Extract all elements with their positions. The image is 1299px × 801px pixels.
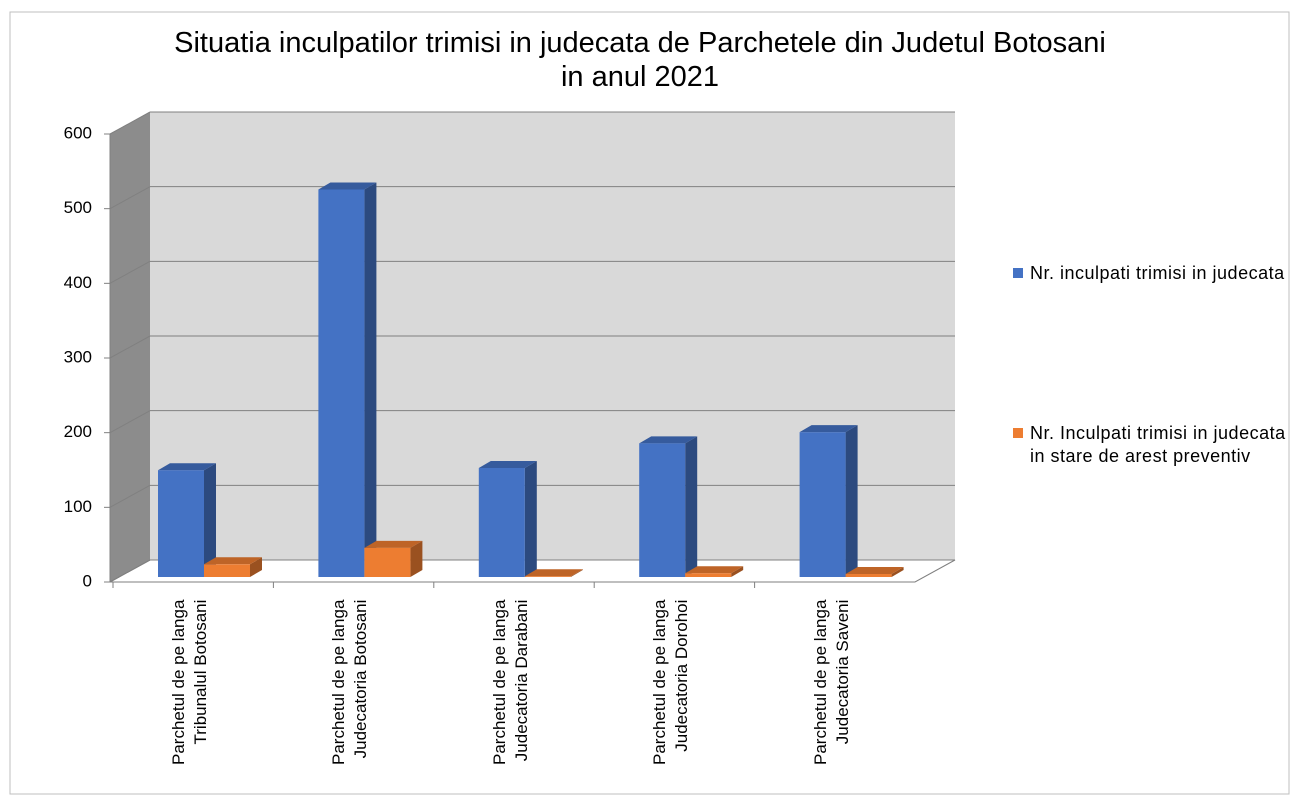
- grid-line-side: [109, 410, 151, 434]
- bar-front: [158, 470, 204, 577]
- bar-top: [158, 463, 216, 471]
- x-tick-label: Parchetul de pe langa Judecatoria Daraba…: [489, 599, 531, 765]
- bar-side: [731, 566, 744, 577]
- bar-top: [364, 540, 423, 548]
- x-tick-label: Parchetul de pe langa Judecatoria Botosa…: [329, 599, 371, 765]
- legend-label: Nr. inculpati trimisi in judecata: [1030, 263, 1285, 283]
- x-tick-label: Parchetul de pe langa Judecatoria Doroho…: [650, 599, 692, 765]
- bar: [639, 436, 698, 577]
- bar-side: [410, 540, 423, 577]
- grid-line-side: [109, 559, 151, 583]
- bar-side: [570, 569, 583, 577]
- bar-front: [478, 467, 525, 577]
- bar-front: [799, 432, 846, 577]
- bar-top: [318, 182, 377, 190]
- bar-side: [524, 460, 537, 577]
- bar-front: [524, 576, 571, 577]
- grid-line-side: [109, 111, 151, 135]
- grid-line-side: [109, 335, 151, 359]
- bar-top: [685, 566, 744, 574]
- bar-side: [250, 557, 262, 577]
- bar: [845, 567, 904, 577]
- chart-border: [9, 11, 1290, 795]
- bar-side: [845, 425, 858, 577]
- bar-top: [845, 567, 904, 575]
- bar: [478, 460, 537, 577]
- legend-swatch: [1013, 268, 1023, 278]
- bar: [524, 569, 583, 577]
- x-tick-label: Parchetul de pe langa Judecatoria Saveni: [810, 599, 852, 765]
- bar-front: [845, 574, 892, 577]
- bar-front: [364, 547, 411, 577]
- bar-side: [204, 463, 216, 577]
- bar-front: [204, 564, 250, 577]
- bar-top: [204, 557, 262, 565]
- bar: [204, 557, 262, 577]
- bar: [364, 540, 423, 577]
- bar-side: [364, 182, 377, 578]
- bar-side: [891, 567, 904, 577]
- y-tick-label: 300: [64, 347, 92, 366]
- y-tick-label: 100: [64, 497, 92, 516]
- grid-line-side: [109, 186, 151, 210]
- grid-line-side: [109, 484, 151, 508]
- grid-line-side: [109, 260, 151, 284]
- x-tick-label: Parchetul de pe langa Tribunalul Botosan…: [169, 599, 210, 765]
- legend-label: Nr. Inculpati trimisi in judecata in sta…: [1030, 423, 1286, 466]
- bar-front: [318, 189, 365, 578]
- bar-side: [685, 436, 698, 577]
- bar: [158, 463, 216, 577]
- chart-title: Situatia inculpatilor trimisi in judecat…: [174, 27, 1106, 93]
- bar-top: [524, 569, 583, 577]
- bar: [318, 182, 377, 578]
- y-tick-label: 200: [64, 422, 92, 441]
- bar-top: [478, 460, 537, 468]
- bar-front: [639, 443, 686, 577]
- y-tick-label: 400: [64, 273, 92, 292]
- y-tick-label: 500: [64, 198, 92, 217]
- legend-swatch: [1013, 428, 1023, 438]
- bar-top: [639, 436, 698, 444]
- y-tick-label: 0: [83, 571, 92, 590]
- bar-top: [799, 425, 858, 433]
- y-tick-label: 600: [64, 123, 92, 142]
- bar: [799, 425, 858, 577]
- bar: [685, 566, 744, 577]
- bar-front: [685, 573, 732, 577]
